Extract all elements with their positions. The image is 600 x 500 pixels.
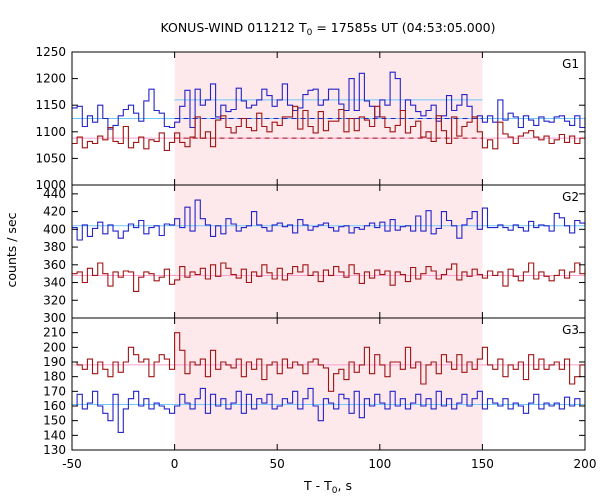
panel-label: G3 (562, 323, 579, 337)
y-tick-label: 200 (43, 340, 66, 354)
x-tick-label: 100 (368, 457, 391, 471)
y-tick-label: 440 (43, 187, 66, 201)
y-tick-label: 360 (43, 258, 66, 272)
figure-title-rest: = 17585s UT (04:53:05.000) (312, 20, 495, 35)
x-axis-label-subscript: 0 (332, 486, 338, 496)
y-tick-label: 1000 (35, 178, 66, 192)
y-tick-label: 400 (43, 222, 66, 236)
y-tick-label: 130 (43, 443, 66, 457)
y-tick-label: 150 (43, 414, 66, 428)
y-tick-label: 190 (43, 355, 66, 369)
figure-title: KONUS-WIND 011212 T0 = 17585s UT (04:53:… (160, 20, 495, 38)
y-tick-label: 160 (43, 399, 66, 413)
x-axis-label: T - T0, s (303, 478, 352, 496)
series-step-line-blue (72, 387, 585, 433)
y-tick-label: 320 (43, 293, 66, 307)
panel-g2: 300 320 340 360 380 400 420 440 G2 (43, 184, 586, 325)
x-tick-label: -50 (62, 457, 82, 471)
series-step-line-red (72, 105, 586, 151)
y-tick-label: 210 (43, 326, 66, 340)
y-tick-label: 340 (43, 276, 66, 290)
y-axis-label: counts / sec (4, 212, 19, 287)
panel-label: G1 (562, 57, 579, 71)
y-tick-label: 1100 (35, 125, 66, 139)
panel-g1: 1000 1050 1100 1150 1200 1250 G1 (35, 45, 586, 192)
y-tick-label: 180 (43, 370, 66, 384)
y-tick-label: 170 (43, 384, 66, 398)
series-step-line-blue (72, 199, 586, 241)
figure-title-main: KONUS-WIND 011212 T (160, 20, 306, 35)
x-axis-label-main: T - T (303, 478, 332, 493)
y-tick-label: 300 (43, 311, 66, 325)
x-tick-label: 50 (270, 457, 285, 471)
y-tick-label: 380 (43, 240, 66, 254)
panel-frame (71, 317, 586, 451)
highlight-interval (174, 185, 483, 318)
x-tick-label: 200 (574, 457, 597, 471)
series-step-line-red (72, 262, 586, 292)
series-step-line-blue (72, 71, 586, 130)
y-tick-label: 1200 (35, 72, 66, 86)
y-tick-label: 1050 (35, 151, 66, 165)
x-tick-label: 0 (171, 457, 179, 471)
y-tick-label: 1150 (35, 98, 66, 112)
figure-title-subscript: 0 (307, 28, 313, 38)
panel-label: G2 (562, 190, 579, 204)
panels-group: 100010501100115012001250G130032034036038… (35, 45, 596, 471)
y-tick-label: 1250 (35, 45, 66, 59)
x-axis-label-rest: , s (338, 478, 352, 493)
y-tick-label: 140 (43, 428, 66, 442)
y-tick-label: 420 (43, 205, 66, 219)
x-tick-label: 150 (471, 457, 494, 471)
series-step-line-red (72, 332, 586, 392)
